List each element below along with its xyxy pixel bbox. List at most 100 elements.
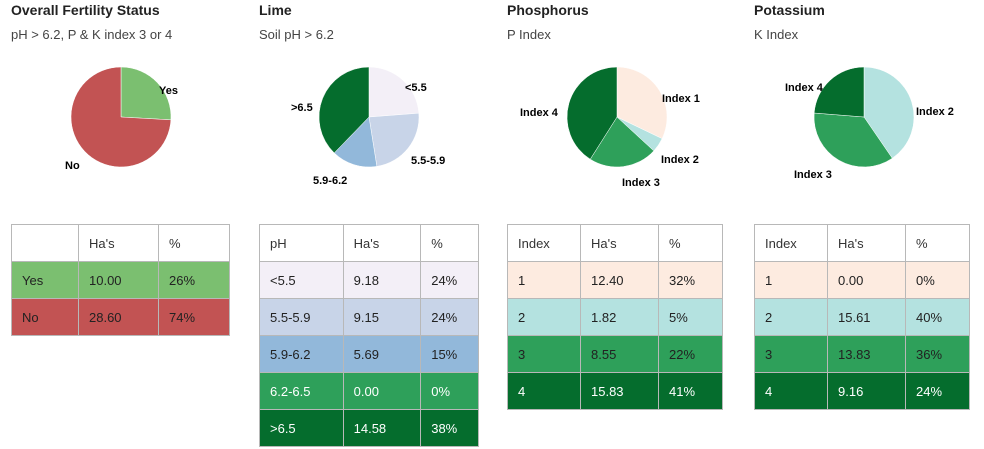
table-cell: 3 — [754, 335, 828, 373]
pie-slice-index-3 — [589, 116, 655, 168]
table-cell: 24% — [420, 298, 479, 336]
table-cell: 9.16 — [827, 372, 906, 410]
pie-chart: Index 2 Index 3 Index 4 — [785, 66, 954, 181]
table-cell: 0.00 — [342, 372, 422, 410]
panel-subtitle: P Index — [507, 27, 551, 42]
table-header-row: Index Ha's% — [754, 224, 970, 262]
pie-slice-index-2 — [863, 66, 915, 159]
pie-slice-yes — [120, 66, 172, 121]
table-row: <5.5 9.18 24% — [259, 261, 479, 299]
column-header: Ha's — [78, 224, 159, 262]
slice-label: Index 2 — [916, 106, 954, 118]
table-cell: 1.82 — [580, 298, 659, 336]
panel-title: Potassium — [754, 2, 825, 18]
data-table: Index Ha's% 1 0.00 0% 2 15.61 40% 3 13.83 36% 4 9.16… — [754, 224, 970, 410]
table-cell: 10.00 — [78, 261, 159, 299]
table-cell: 32% — [658, 261, 723, 299]
table-cell: 5.5-5.9 — [259, 298, 344, 336]
table-cell: >6.5 — [259, 409, 344, 447]
table-cell: 15.61 — [827, 298, 906, 336]
table-row: 1 0.00 0% — [754, 261, 970, 299]
table-cell: 24% — [905, 372, 970, 410]
table-cell: 1 — [754, 261, 828, 299]
table-cell: 5.69 — [342, 335, 422, 373]
table-row: 1 12.40 32% — [507, 261, 723, 299]
data-table: Ha's% Yes 10.00 26% No 28.60 74% — [11, 224, 230, 336]
slice-label: Index 1 — [662, 93, 700, 105]
table-row: 3 8.55 22% — [507, 335, 723, 373]
table-cell: 8.55 — [580, 335, 659, 373]
slice-label: Index 3 — [622, 177, 660, 189]
table-row: 4 15.83 41% — [507, 372, 723, 410]
pie-slice-6-5 — [318, 66, 370, 154]
column-header: Ha's — [827, 224, 906, 262]
panel-subtitle: pH > 6.2, P & K index 3 or 4 — [11, 27, 173, 42]
pie-chart: Yes No — [65, 66, 178, 172]
table-cell: 0.00 — [827, 261, 906, 299]
table-cell: 28.60 — [78, 298, 159, 336]
table-row: 4 9.16 24% — [754, 372, 970, 410]
table-cell: 9.15 — [342, 298, 422, 336]
pie-slice-index-3 — [813, 112, 893, 168]
slice-label: No — [65, 160, 80, 172]
column-header: % — [658, 224, 723, 262]
panel-subtitle: K Index — [754, 27, 799, 42]
table-cell: 9.18 — [342, 261, 422, 299]
table-cell: 22% — [658, 335, 723, 373]
table-cell: 5.9-6.2 — [259, 335, 344, 373]
table-cell: 3 — [507, 335, 581, 373]
data-table: pH Ha's% <5.5 9.18 24% 5.5-5.9 9.15 24% 5.9-6.2 5… — [259, 224, 479, 447]
panel-subtitle: Soil pH > 6.2 — [259, 27, 334, 42]
data-table: Index Ha's% 1 12.40 32% 2 1.82 5% 3 8.55 22% 4 15.83… — [507, 224, 723, 410]
slice-label: >6.5 — [291, 102, 313, 114]
column-header: Index — [754, 224, 828, 262]
slice-label: Index 2 — [661, 154, 699, 166]
table-cell: <5.5 — [259, 261, 344, 299]
table-cell: 6.2-6.5 — [259, 372, 344, 410]
table-cell: 5% — [658, 298, 723, 336]
column-header: Index — [507, 224, 581, 262]
table-cell: 14.58 — [342, 409, 422, 447]
table-cell: 15.83 — [580, 372, 659, 410]
table-cell: 24% — [420, 261, 479, 299]
pie-chart: <5.5 5.5-5.9 5.9-6.2 >6.5 — [291, 66, 445, 187]
column-header — [11, 224, 79, 262]
table-header-row: pH Ha's% — [259, 224, 479, 262]
column-header: % — [158, 224, 230, 262]
table-cell: 41% — [658, 372, 723, 410]
slice-label: 5.5-5.9 — [411, 155, 445, 167]
table-row: >6.5 14.58 38% — [259, 409, 479, 447]
slice-label: Index 3 — [794, 169, 832, 181]
column-header: pH — [259, 224, 344, 262]
slice-label: Index 4 — [785, 82, 824, 94]
table-cell: 13.83 — [827, 335, 906, 373]
table-cell: 0% — [420, 372, 479, 410]
pie-slice-index-1 — [616, 66, 668, 139]
table-cell: Yes — [11, 261, 79, 299]
table-cell: 0% — [905, 261, 970, 299]
table-cell: 74% — [158, 298, 230, 336]
table-row: 2 1.82 5% — [507, 298, 723, 336]
column-header: Ha's — [342, 224, 422, 262]
column-header: Ha's — [580, 224, 659, 262]
table-row: Yes 10.00 26% — [11, 261, 230, 299]
table-row: 2 15.61 40% — [754, 298, 970, 336]
table-cell: 4 — [754, 372, 828, 410]
column-header: % — [420, 224, 479, 262]
slice-label: Index 4 — [520, 107, 559, 119]
table-cell: 15% — [420, 335, 479, 373]
table-cell: 40% — [905, 298, 970, 336]
table-cell: 2 — [507, 298, 581, 336]
table-cell: 4 — [507, 372, 581, 410]
table-cell: 2 — [754, 298, 828, 336]
table-cell: 26% — [158, 261, 230, 299]
column-header: % — [905, 224, 970, 262]
table-row: 6.2-6.5 0.00 0% — [259, 372, 479, 410]
table-row: No 28.60 74% — [11, 298, 230, 336]
pie-slice-index-4 — [566, 66, 618, 160]
table-cell: 36% — [905, 335, 970, 373]
table-cell: 1 — [507, 261, 581, 299]
table-row: 5.5-5.9 9.15 24% — [259, 298, 479, 336]
slice-label: Yes — [159, 85, 178, 97]
